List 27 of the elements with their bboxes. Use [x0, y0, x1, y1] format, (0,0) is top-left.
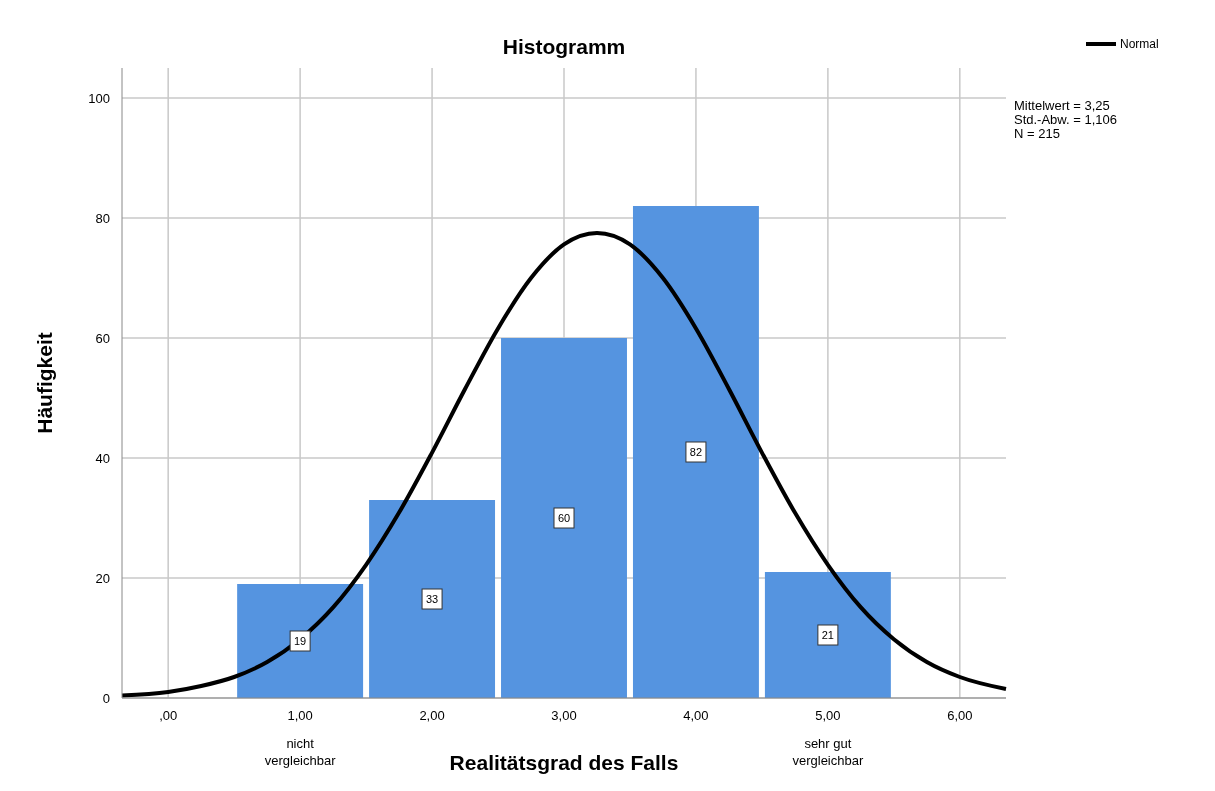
x-tick-label: 3,00 [551, 708, 577, 723]
y-tick-label: 20 [95, 571, 110, 586]
text: Mittelwert = 3,25 [1014, 98, 1110, 113]
chart-title: Histogramm [502, 35, 626, 58]
y-tick-label: 80 [95, 211, 110, 226]
text: nicht vergleichbar [264, 736, 337, 768]
x-tick-label: 6,00 [947, 708, 973, 723]
x-tick-label: 5,00 [815, 708, 841, 723]
text: N = 215 [1014, 126, 1060, 141]
text: Std.-Abw. = 1,106 [1014, 112, 1117, 127]
data-label: 60 [557, 512, 571, 524]
y-tick-label: 40 [95, 451, 110, 466]
legend-label: Normal [1120, 37, 1159, 51]
data-label: 82 [689, 446, 703, 458]
y-axis-title: Häufigkeit [33, 332, 56, 434]
y-tick-label: 60 [95, 331, 110, 346]
data-label: 21 [821, 629, 835, 641]
x-tick-label: 2,00 [419, 708, 445, 723]
x-tick-label: 1,00 [287, 708, 313, 723]
x-tick-label: ,00 [159, 708, 178, 723]
data-label: 33 [425, 593, 439, 605]
data-label: 19 [293, 635, 307, 647]
x-tick-label: 4,00 [683, 708, 709, 723]
y-tick-label: 100 [88, 91, 110, 106]
x-axis-title: Realitätsgrad des Falls [449, 751, 679, 774]
text: sehr gut vergleichbar [792, 736, 864, 768]
y-tick-label: 0 [102, 691, 110, 706]
